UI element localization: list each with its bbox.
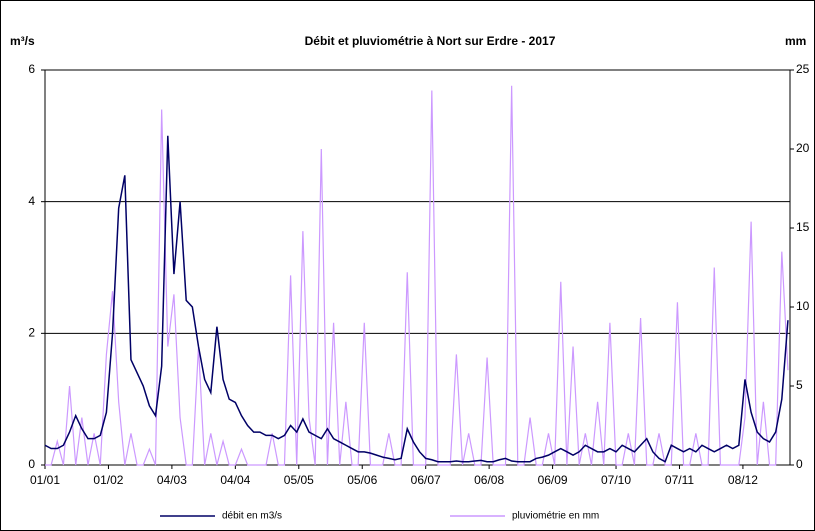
y-tick-label: 6 [28,62,35,76]
y-axis-label: m³/s [10,34,35,48]
x-tick-label: 06/08 [474,473,504,487]
legend-label: débit en m3/s [222,511,282,522]
x-tick-label: 05/05 [284,473,314,487]
y-tick-label: 4 [28,194,35,208]
x-tick-label: 06/09 [538,473,568,487]
y2-tick-label: 15 [796,220,810,234]
chart-title: Débit et pluviométrie à Nort sur Erdre -… [305,34,556,48]
x-tick-label: 07/10 [601,473,631,487]
x-tick-label: 05/06 [347,473,377,487]
y2-tick-label: 25 [796,62,810,76]
series-line [44,135,789,463]
series-line [45,85,789,466]
x-tick-label: 07/11 [665,473,694,487]
y2-axis-label: mm [785,34,806,48]
y2-tick-label: 20 [796,141,810,155]
x-tick-label: 04/04 [220,473,250,487]
x-tick-label: 04/03 [157,473,187,487]
y2-tick-label: 5 [796,378,803,392]
x-tick-label: 01/02 [93,473,123,487]
y2-tick-label: 0 [796,457,803,471]
legend-label: pluviométrie en mm [512,511,599,522]
y-tick-label: 2 [28,326,35,340]
y2-tick-label: 10 [796,299,810,313]
x-tick-label: 01/01 [30,473,60,487]
y-tick-label: 0 [28,457,35,471]
x-tick-label: 06/07 [411,473,441,487]
x-tick-label: 08/12 [728,473,758,487]
